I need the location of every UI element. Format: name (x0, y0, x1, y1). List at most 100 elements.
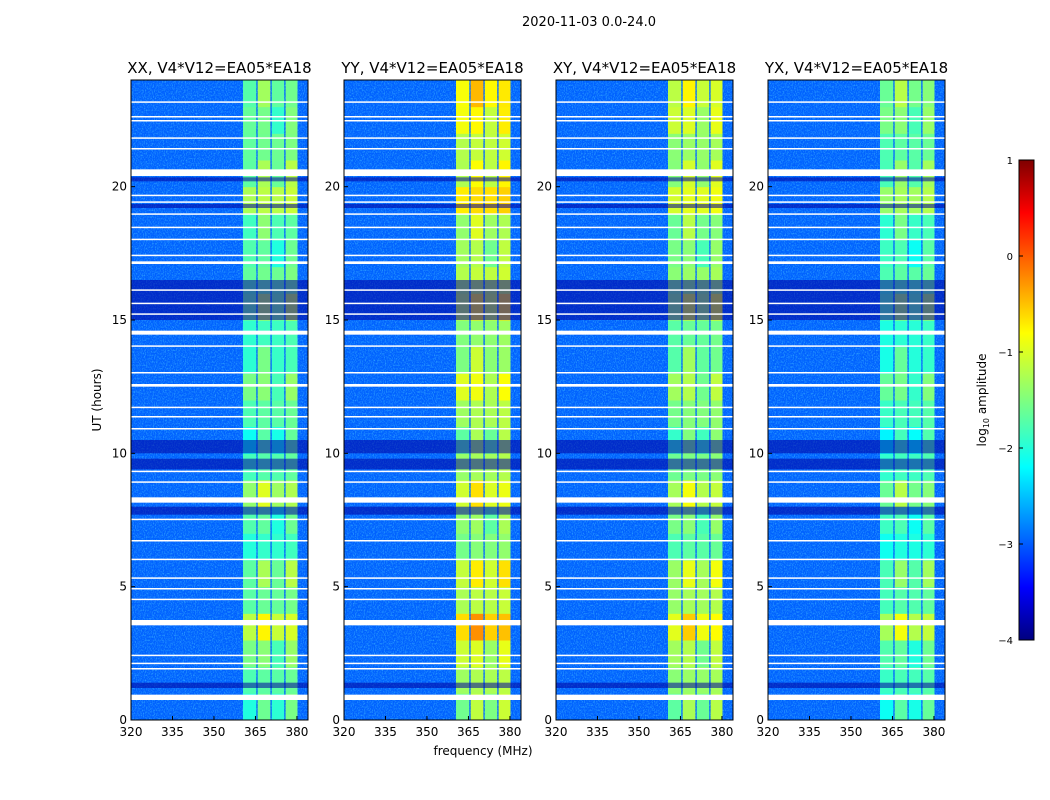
heatmap-cell (271, 693, 285, 721)
heatmap-cell (456, 400, 470, 428)
heatmap-cell (271, 586, 285, 614)
heatmap-cell (470, 666, 484, 694)
heatmap-flagged-row (344, 313, 521, 315)
heatmap-cell (271, 373, 285, 401)
heatmap-flagged-row (344, 101, 521, 103)
y-tick-label: 0 (332, 713, 340, 727)
heatmap-cell (696, 560, 710, 588)
colorbar-tick-label: 1 (1007, 156, 1013, 167)
panel-title: XX, V4*V12=EA05*EA18 (127, 59, 311, 77)
heatmap-cell (922, 346, 935, 374)
heatmap-flagged-row (556, 289, 733, 291)
heatmap-cell (470, 640, 484, 668)
heatmap-cell (682, 133, 696, 161)
heatmap-flagged-row (344, 330, 521, 335)
heatmap-cell (894, 80, 908, 108)
heatmap-flagged-row (768, 558, 945, 561)
heatmap-dark-row (344, 204, 521, 208)
heatmap-flagged-row (344, 588, 521, 590)
heatmap-flagged-row (556, 116, 733, 118)
heatmap-flagged-row (556, 406, 733, 409)
heatmap-flagged-row (131, 116, 308, 118)
heatmap-flagged-row (131, 428, 308, 430)
heatmap-cell (894, 373, 908, 401)
heatmap-cell (456, 480, 470, 508)
heatmap-flagged-row (131, 577, 308, 579)
heatmap-flagged-row (344, 540, 521, 542)
heatmap-flagged-row (768, 194, 945, 197)
heatmap-cell (456, 373, 470, 401)
heatmap-cell (668, 586, 682, 614)
heatmap-cell (470, 533, 484, 561)
y-tick-label: 10 (537, 446, 552, 460)
heatmap-dark-row (768, 204, 945, 208)
heatmap-dark-row (556, 682, 733, 688)
heatmap-flagged-row (344, 497, 521, 503)
colorbar-label-log: log (975, 428, 989, 446)
heatmap-flagged-row (556, 148, 733, 150)
x-tick-label: 365 (244, 725, 267, 739)
heatmap-cell (922, 133, 935, 161)
panel-title: XY, V4*V12=EA05*EA18 (553, 59, 736, 77)
heatmap-flagged-row (344, 470, 521, 473)
figure-title: 2020-11-03 0.0-24.0 (522, 15, 656, 30)
heatmap-cell (498, 506, 511, 534)
heatmap-cell (682, 240, 696, 268)
heatmap-flagged-row (556, 313, 733, 315)
y-tick-label: 15 (537, 313, 552, 327)
y-tick-label: 5 (756, 580, 764, 594)
heatmap-flagged-row (344, 201, 521, 203)
heatmap-cell (922, 613, 935, 641)
y-tick-label: 10 (749, 446, 764, 460)
x-tick-label: 320 (757, 725, 780, 739)
heatmap-dark-row (131, 204, 308, 208)
heatmap-flagged-row (556, 654, 733, 657)
heatmap-flagged-row (344, 384, 521, 387)
x-tick-label: 380 (498, 725, 521, 739)
heatmap-flagged-row (344, 238, 521, 241)
x-tick-label: 365 (669, 725, 692, 739)
heatmap-cell (908, 666, 922, 694)
heatmap-flagged-row (344, 428, 521, 430)
heatmap-cell (894, 666, 908, 694)
colorbar-tick-label: −2 (998, 444, 1013, 455)
heatmap-cell (470, 80, 484, 108)
heatmap-flagged-row (768, 588, 945, 590)
x-tick-label: 380 (922, 725, 945, 739)
x-tick-label: 350 (416, 725, 439, 739)
heatmap-cell (243, 533, 257, 561)
heatmap-flagged-row (768, 238, 945, 241)
heatmap-cell (880, 240, 894, 268)
heatmap-flagged-row (556, 120, 733, 122)
heatmap-flagged-row (768, 598, 945, 601)
heatmap-cell (498, 240, 511, 268)
heatmap-cell (484, 400, 498, 428)
heatmap-flagged-row (344, 261, 521, 264)
heatmap-flagged-row (344, 169, 521, 176)
heatmap-cell (257, 80, 271, 108)
heatmap-cell (285, 613, 298, 641)
colorbar-tick-label: −4 (998, 636, 1013, 647)
heatmap-flagged-row (768, 518, 945, 521)
heatmap-cell (456, 533, 470, 561)
heatmap-cell (908, 240, 922, 268)
heatmap-cell (710, 373, 723, 401)
x-tick-label: 350 (628, 725, 651, 739)
heatmap-cell (456, 666, 470, 694)
heatmap-flagged-row (131, 254, 308, 257)
heatmap-cell (271, 560, 285, 588)
heatmap-cell (668, 640, 682, 668)
heatmap-flagged-row (768, 654, 945, 657)
heatmap-flagged-row (768, 169, 945, 176)
heatmap-cell (498, 666, 511, 694)
panel-title: YX, V4*V12=EA05*EA18 (764, 59, 948, 77)
heatmap-dark-row (556, 177, 733, 182)
heatmap-cell (880, 80, 894, 108)
heatmap-flagged-row (768, 289, 945, 291)
heatmap-flagged-row (556, 345, 733, 347)
heatmap-cell (880, 560, 894, 588)
heatmap-cell (498, 480, 511, 508)
heatmap-flagged-row (556, 518, 733, 521)
heatmap-flagged-row (556, 577, 733, 579)
heatmap-cell (243, 80, 257, 108)
